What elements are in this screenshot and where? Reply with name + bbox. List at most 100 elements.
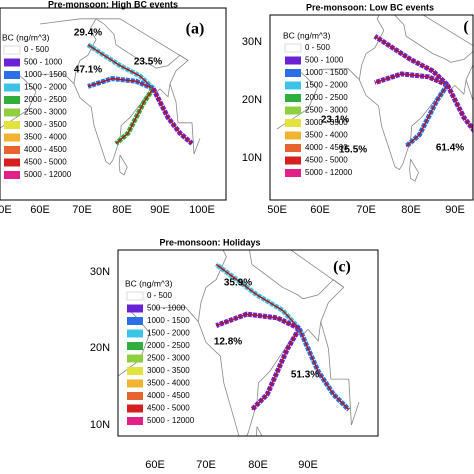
border: [39, 18, 189, 61]
legend-swatch: [127, 342, 143, 350]
legend-label: 3500 - 4000: [24, 133, 67, 142]
legend-swatch: [285, 131, 301, 140]
map-area: [0, 18, 201, 176]
legend-label: 3500 - 4000: [305, 131, 348, 140]
map-frame: [269, 14, 474, 201]
legend-label: 1000 - 1500: [305, 68, 348, 77]
percentage-label: 29.4%: [74, 28, 102, 39]
legend-label: 1500 - 2000: [147, 329, 190, 338]
mean-trajectory: [87, 77, 154, 90]
border: [276, 70, 318, 130]
legend-label: 3000 - 3500: [305, 118, 348, 127]
trajectory: [150, 87, 194, 146]
percentage-label: 23.1%: [321, 115, 349, 126]
y-axis-label: 20N: [242, 94, 262, 106]
x-axis-label: 70E: [356, 204, 376, 216]
x-axis-label: 70E: [72, 204, 92, 216]
legend-swatch: [4, 58, 20, 67]
legend-label: 4500 - 5000: [305, 156, 348, 165]
legend-label: 5000 - 12000: [24, 170, 72, 179]
legend-label: 2000 - 2500: [24, 95, 67, 104]
x-axis-label: 80E: [112, 204, 132, 216]
panel-title: Pre-monsoon: Holidays: [159, 237, 260, 247]
legend-label: 2500 - 3000: [147, 354, 190, 363]
x-axis-label: 100E: [189, 204, 215, 216]
y-axis-label: 20N: [90, 342, 110, 354]
legend-label: 1500 - 2000: [24, 83, 67, 92]
legend-swatch: [285, 156, 301, 165]
legend-swatch: [127, 354, 143, 363]
legend-label: 500 - 1000: [24, 58, 63, 67]
border: [321, 68, 360, 80]
map-frame: [117, 249, 379, 437]
map-panel: Pre-monsoon: Holidays (c) 35.9% 12.8% 51.3% 6…: [90, 237, 379, 471]
border: [422, 15, 473, 47]
legend-label: 3000 - 3500: [24, 120, 67, 129]
border: [409, 158, 419, 182]
legend-swatch: [4, 71, 20, 79]
legend-swatch: [127, 317, 143, 325]
legend-label: 4000 - 4500: [24, 145, 67, 154]
mean-trajectory: [115, 88, 154, 145]
legend-swatch: [4, 133, 20, 142]
legend-label: 0 - 500: [305, 43, 330, 52]
mean-trajectory: [251, 328, 300, 411]
mean-trajectory: [446, 84, 473, 131]
x-axis-label: 80E: [248, 459, 268, 471]
legend-swatch: [284, 43, 302, 53]
map-area: [276, 15, 473, 182]
panel-title: Pre-monsoon: High BC events: [48, 0, 178, 9]
legend-title: BC (ng/m^3): [125, 278, 173, 288]
x-axis-label: 90E: [298, 459, 318, 471]
legend-swatch: [3, 45, 21, 55]
border: [118, 310, 151, 377]
percentage-label: 35.9%: [224, 278, 252, 289]
legend-swatch: [127, 417, 143, 425]
panel-label: (: [463, 19, 468, 36]
x-axis-label: 70E: [196, 459, 216, 471]
legend-label: 2000 - 2500: [305, 93, 348, 102]
legend-swatch: [127, 329, 143, 338]
legend-swatch: [285, 69, 301, 77]
percentage-label: 61.4%: [436, 143, 464, 154]
x-axis-label: 60E: [145, 459, 165, 471]
legend-label: 3500 - 4000: [147, 379, 190, 388]
legend-label: 2000 - 2500: [147, 341, 190, 350]
legend-swatch: [127, 379, 143, 388]
x-axis-label: 80E: [401, 204, 421, 216]
legend-swatch: [4, 146, 20, 154]
y-axis-label: 30N: [90, 266, 110, 278]
mean-trajectory: [215, 313, 300, 330]
legend-label: 0 - 500: [24, 45, 49, 54]
percentage-label: 47.1%: [74, 65, 102, 76]
x-axis-label: 90E: [445, 204, 465, 216]
legend-label: 1000 - 1500: [24, 70, 67, 79]
percentage-label: 51.3%: [291, 370, 319, 381]
x-axis-label: 90E: [150, 204, 170, 216]
legend-swatch: [4, 158, 20, 167]
legend-label: 500 - 1000: [147, 304, 186, 313]
legend-label: 1000 - 1500: [147, 316, 190, 325]
border: [465, 79, 473, 107]
legend-swatch: [127, 404, 143, 413]
y-axis-label: 10N: [90, 419, 110, 431]
panel-label: (a): [186, 21, 205, 38]
legend-label: 500 - 1000: [305, 56, 344, 65]
border: [154, 306, 199, 322]
legend-swatch: [127, 392, 143, 400]
legend-swatch: [285, 144, 301, 152]
percentage-label: 12.8%: [214, 337, 242, 348]
legend-swatch: [285, 169, 301, 177]
legend-title: BC (ng/m^3): [2, 32, 50, 42]
legend-swatch: [4, 171, 20, 179]
mean-trajectory: [374, 73, 448, 86]
x-axis-label: 60E: [310, 204, 330, 216]
legend-swatch: [4, 96, 20, 104]
legend-label: 4000 - 4500: [147, 391, 190, 400]
legend-label: 3000 - 3500: [147, 366, 190, 375]
map-frame: [0, 7, 227, 201]
x-axis-label: 0E: [0, 204, 12, 216]
map-panel: Pre-monsoon: Low BC events (23.1% 15.5% 61.…: [242, 2, 474, 216]
border: [255, 426, 263, 436]
mean-trajectory: [405, 84, 449, 147]
